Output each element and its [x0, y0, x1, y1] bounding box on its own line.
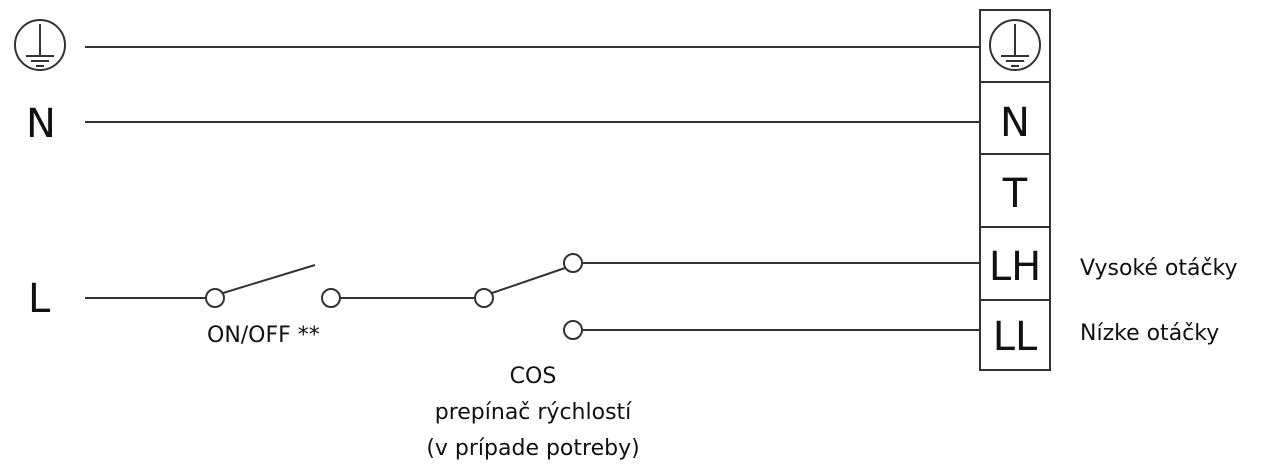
terminal-label-t: T	[1002, 171, 1028, 217]
low-speed-label: Nízke otáčky	[1080, 321, 1219, 346]
ground-symbol-terminal-icon	[989, 19, 1041, 71]
cos-label-line-1: COS	[510, 364, 557, 389]
onoff-switch-blade	[222, 264, 316, 294]
cos-terminal-low	[563, 320, 583, 340]
onoff-terminal-b	[321, 288, 341, 308]
cos-label-line-3: (v prípade potreby)	[426, 436, 639, 461]
high-speed-label: Vysoké otáčky	[1080, 256, 1238, 281]
terminal-block	[979, 9, 1051, 371]
terminal-label-lh: LH	[989, 244, 1041, 290]
terminal-label-ll: LL	[993, 314, 1038, 360]
onoff-switch-label: ON/OFF **	[207, 323, 320, 348]
line-label: L	[28, 276, 51, 322]
neutral-label: N	[26, 101, 56, 147]
cos-terminal-high	[563, 253, 583, 273]
terminal-label-n: N	[1000, 100, 1030, 146]
cos-switch-blade	[491, 267, 566, 294]
ground-symbol-left-icon	[14, 19, 66, 71]
cos-terminal-common	[474, 288, 494, 308]
onoff-terminal-a	[205, 288, 225, 308]
cos-label-line-2: prepínač rýchlostí	[435, 400, 632, 425]
